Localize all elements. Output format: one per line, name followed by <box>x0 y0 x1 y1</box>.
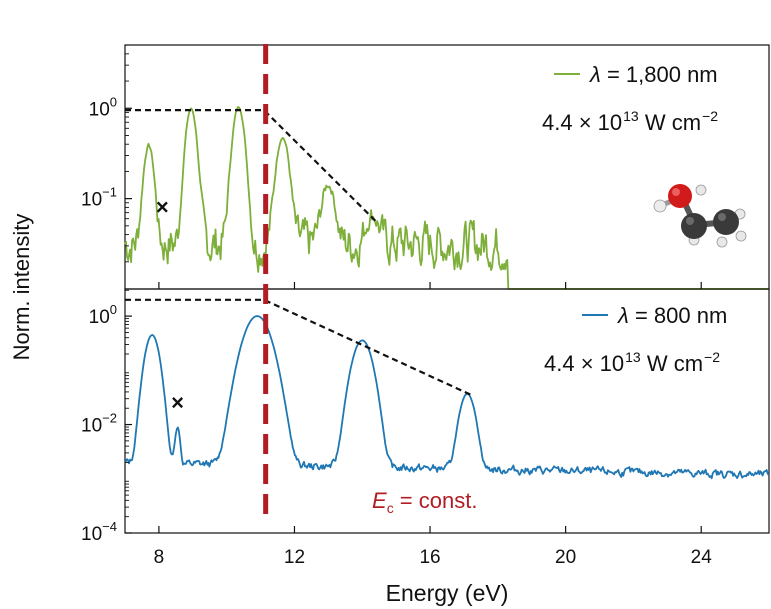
bottom-cutoff-trend-line <box>125 298 472 396</box>
top-intensity-unit: W cm <box>644 110 702 135</box>
top-intensity-unit-exp: −2 <box>702 108 719 124</box>
bottom-intensity-label: 4.4 × 1013 W cm−2 <box>544 349 720 377</box>
y-axis-label: Norm. intensity <box>9 213 34 361</box>
cutoff-label: Ec = const. <box>372 488 477 516</box>
cutoff-label-sub: c <box>386 500 394 516</box>
bottom-intensity-base: 4.4 × 10 <box>544 351 625 376</box>
bottom-ytick-label-0: 100 <box>89 302 117 328</box>
xtick-label-12: 12 <box>284 547 305 568</box>
cutoff-label-symbol: E <box>372 488 387 513</box>
bottom-spectrum-line <box>124 315 770 480</box>
top-legend-symbol: λ <box>590 62 601 87</box>
shared-annotations: 8 12 16 20 24 Energy (eV) <box>154 44 713 606</box>
bottom-ytick-label-1: 10−2 <box>81 411 117 437</box>
xtick-label-16: 16 <box>419 547 440 568</box>
bottom-legend: λ = 800 nm <box>582 303 727 329</box>
bottom-intensity-unit: W cm <box>646 351 704 376</box>
bottom-legend-text: = 800 nm <box>628 303 728 328</box>
xtick-label-24: 24 <box>691 547 713 568</box>
bottom-intensity-exp: 13 <box>625 349 641 365</box>
top-legend: λ = 1,800 nm <box>554 62 718 88</box>
top-legend-swatch <box>554 73 580 75</box>
top-cutoff-trend-line <box>125 109 377 222</box>
ethanol-molecule-icon <box>653 184 747 248</box>
cutoff-label-text: = const. <box>393 488 478 513</box>
top-ytick-label-1: 10−1 <box>81 185 117 211</box>
bottom-intensity-unit-exp: −2 <box>704 349 721 365</box>
top-legend-text: = 1,800 nm <box>600 62 718 87</box>
bottom-panel-frame <box>124 288 770 534</box>
bottom-legend-symbol: λ <box>618 303 629 328</box>
top-cross-marker: × <box>156 195 169 220</box>
top-ytick-label-0: 100 <box>89 94 117 120</box>
bottom-legend-swatch <box>582 314 608 316</box>
top-intensity-base: 4.4 × 10 <box>542 110 623 135</box>
x-axis-label: Energy (eV) <box>386 580 509 606</box>
bottom-panel-800nm: 100 10−2 10−4 × <box>81 288 770 545</box>
top-intensity-label: 4.4 × 1013 W cm−2 <box>542 108 718 136</box>
xtick-label-8: 8 <box>154 547 165 568</box>
bottom-ytick-label-2: 10−4 <box>81 519 117 545</box>
top-intensity-exp: 13 <box>623 108 639 124</box>
bottom-cross-marker: × <box>171 390 184 415</box>
xtick-label-20: 20 <box>555 547 576 568</box>
